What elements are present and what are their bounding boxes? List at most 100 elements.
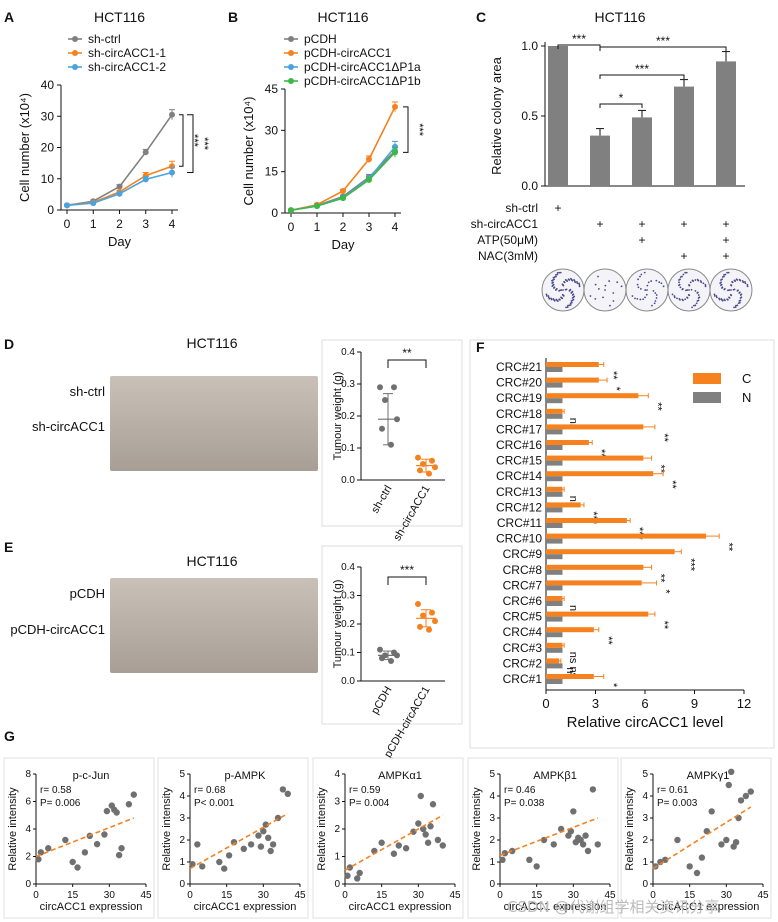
colony-dot <box>691 279 694 282</box>
plot-frame-F <box>469 339 775 749</box>
x-tick-label-D: sh-circACC1 <box>391 484 432 543</box>
data-point-G <box>265 834 272 841</box>
bar-C-F <box>546 533 707 539</box>
y-tick-label-C: 0.0 <box>521 179 538 193</box>
fit-line-G <box>499 817 599 857</box>
colony-dot <box>685 289 687 292</box>
colony-dot <box>612 300 615 302</box>
significance-label-F: * <box>660 589 672 594</box>
data-point-G <box>674 836 681 844</box>
significance-label-C: *** <box>635 62 649 76</box>
colony-dot <box>573 295 576 298</box>
data-point-G <box>115 851 123 859</box>
bar-C-F <box>546 440 589 445</box>
y-tick-label-G: 2 <box>179 835 185 846</box>
colony-dot <box>563 280 565 283</box>
y-axis-label-G: Relative intensity <box>7 787 19 871</box>
y-tick-label-G: 1 <box>179 857 185 868</box>
data-point-A <box>142 176 149 183</box>
colony-dot <box>643 271 646 274</box>
x-tick-label-B: 4 <box>392 220 399 234</box>
colony-dot <box>548 297 551 300</box>
x-tick-label-F: 9 <box>691 696 698 711</box>
colony-dot <box>569 277 572 280</box>
data-point-B <box>340 195 346 202</box>
y-tick-label-G: 2 <box>642 835 648 846</box>
colony-dot <box>640 273 643 276</box>
data-point-B <box>392 103 398 110</box>
legend-marker-B <box>288 78 294 84</box>
colony-dot <box>704 285 707 288</box>
x-tick-label-G: 15 <box>376 890 388 901</box>
colony-dot <box>554 289 557 291</box>
data-point-B <box>288 207 294 214</box>
subplot-title-G: AMPKβ1 <box>533 770 577 782</box>
y-tick-label-G: 2 <box>25 852 31 863</box>
colony-dot <box>740 296 743 299</box>
p-value-G: P= 0.006 <box>40 798 81 809</box>
bar-C-F <box>546 362 599 367</box>
y-tick-label-G: 0 <box>25 879 31 890</box>
bar-N-F <box>546 507 563 513</box>
y-tick-label-G: 3 <box>334 797 340 808</box>
category-label-F: CRC#16 <box>496 438 542 452</box>
data-point-A <box>169 169 175 176</box>
colony-dot <box>737 289 739 292</box>
significance-label-F: ns ns <box>567 652 579 679</box>
colony-dot <box>728 297 731 299</box>
data-point-G <box>354 875 361 882</box>
colony-dot <box>673 296 676 299</box>
colony-dot <box>719 282 722 284</box>
category-label-F: CRC#8 <box>503 563 543 577</box>
data-point-G <box>284 790 291 797</box>
y-tick-label-G: 8 <box>25 769 31 780</box>
colony-dot <box>644 289 647 291</box>
significance-bracket-C <box>599 103 643 108</box>
data-point-G <box>429 801 437 808</box>
colony-dot <box>570 301 573 304</box>
colony-dot <box>567 278 570 281</box>
data-point-A <box>169 111 175 118</box>
colony-dot <box>604 289 606 291</box>
data-point-A <box>142 149 149 156</box>
colony-dot <box>608 280 611 282</box>
data-point-E <box>426 626 432 633</box>
y-tick-label-A: 30 <box>41 109 55 123</box>
data-point-G <box>395 842 402 849</box>
colony-dot <box>735 278 738 281</box>
data-point-G <box>434 836 442 844</box>
colony-dot <box>727 271 730 274</box>
colony-dot <box>658 281 661 284</box>
x-tick-label-G: 15 <box>531 890 543 901</box>
colony-dot <box>689 281 692 284</box>
data-point-G <box>584 847 592 855</box>
bar-N-F <box>546 679 563 684</box>
data-point-G <box>420 825 427 833</box>
colony-dot <box>679 298 681 301</box>
y-tick-label-D: 0.0 <box>341 475 355 486</box>
colony-dot <box>646 289 648 291</box>
colony-dot <box>594 283 597 286</box>
y-axis-label-E: Tumour weight (g) <box>332 580 344 669</box>
condition-mark-C: + <box>722 249 729 263</box>
significance-bracket-A <box>187 114 194 173</box>
fit-line-G <box>189 812 289 870</box>
data-point-G <box>35 856 42 863</box>
data-point-G <box>240 845 247 852</box>
plot-frame-D <box>321 339 463 527</box>
photo-label-E: pCDH-circACC1 <box>10 622 105 637</box>
data-point-G <box>93 840 101 848</box>
colony-dot <box>684 271 687 274</box>
data-point-G <box>594 841 601 848</box>
y-tick-label-E: 0.3 <box>341 591 355 602</box>
bar-C <box>548 46 568 186</box>
y-tick-label-G: 1 <box>334 852 340 863</box>
colony-dot <box>545 293 548 296</box>
colony-dot <box>558 289 560 292</box>
colony-dot <box>720 284 722 287</box>
x-tick-label-G: 15 <box>221 890 233 901</box>
colony-dot <box>694 279 697 281</box>
condition-label-C: sh-circACC1 <box>471 217 539 231</box>
colony-dot <box>553 299 556 302</box>
x-tick-label-G: 45 <box>604 890 616 901</box>
